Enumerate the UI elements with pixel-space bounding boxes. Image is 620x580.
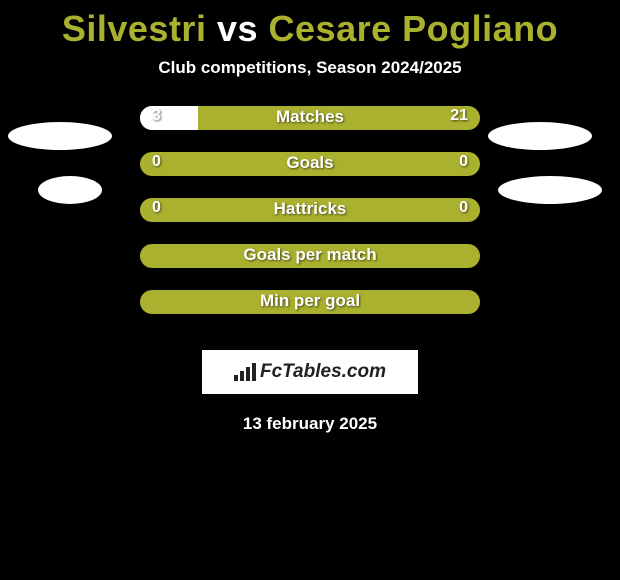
stat-row: Goals per match: [0, 244, 620, 290]
stat-label: Hattricks: [140, 199, 480, 219]
decorative-ellipse: [498, 176, 602, 204]
stat-bar: Matches3 21: [140, 106, 480, 130]
title-player2: Cesare Pogliano: [269, 8, 559, 49]
stat-row: Hattricks0 0: [0, 198, 620, 244]
page-title: Silvestri vs Cesare Pogliano: [0, 0, 620, 50]
stat-label: Goals: [140, 153, 480, 173]
stat-value-left: 0: [152, 199, 161, 217]
subtitle: Club competitions, Season 2024/2025: [0, 58, 620, 78]
stat-value-right: 21: [450, 107, 468, 125]
decorative-ellipse: [488, 122, 592, 150]
date-label: 13 february 2025: [0, 414, 620, 434]
stat-value-left: 3: [152, 107, 161, 125]
stat-label: Matches: [140, 107, 480, 127]
stat-bar: Goals0 0: [140, 152, 480, 176]
stat-bar: Min per goal: [140, 290, 480, 314]
stat-bar: Hattricks0 0: [140, 198, 480, 222]
title-player1: Silvestri: [62, 8, 207, 49]
decorative-ellipse: [8, 122, 112, 150]
stat-label: Min per goal: [140, 291, 480, 311]
logo-box: FcTables.com: [202, 350, 418, 394]
stat-value-right: 0: [459, 153, 468, 171]
logo: FcTables.com: [234, 361, 386, 383]
stat-value-left: 0: [152, 153, 161, 171]
decorative-ellipse: [38, 176, 102, 204]
logo-text: FcTables.com: [260, 361, 386, 383]
stat-bar: Goals per match: [140, 244, 480, 268]
stat-row: Min per goal: [0, 290, 620, 336]
stat-value-right: 0: [459, 199, 468, 217]
stat-label: Goals per match: [140, 245, 480, 265]
bar-chart-icon: [234, 363, 256, 381]
title-vs: vs: [217, 8, 258, 49]
